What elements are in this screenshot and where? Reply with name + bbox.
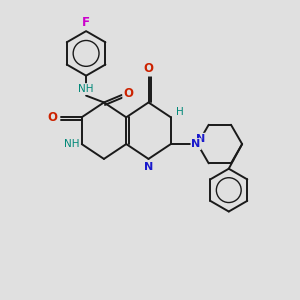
Text: N: N bbox=[144, 162, 153, 172]
Text: O: O bbox=[47, 111, 58, 124]
Text: N: N bbox=[196, 134, 206, 144]
Text: O: O bbox=[143, 62, 154, 75]
Text: NH: NH bbox=[64, 139, 80, 149]
Text: H: H bbox=[176, 107, 184, 117]
Text: NH: NH bbox=[78, 84, 94, 94]
Text: O: O bbox=[123, 87, 133, 100]
Text: F: F bbox=[82, 16, 90, 29]
Text: N: N bbox=[191, 139, 201, 149]
